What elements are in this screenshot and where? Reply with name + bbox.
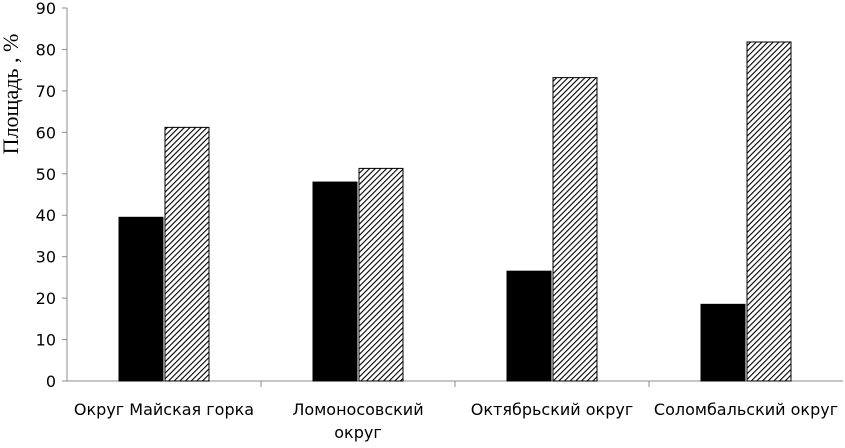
bar-hatched [552,77,598,382]
x-tick-label: округ [334,423,381,442]
y-tick-label: 70 [36,82,56,101]
x-tick-labels: Округ Майская горка Ломоносовский округ Окт… [74,400,838,442]
bar-hatched [358,167,404,382]
y-axis-label: Площадь , % [0,34,23,155]
y-tick-label: 20 [36,289,56,308]
y-tick-label: 30 [36,248,56,267]
y-tick-label: 60 [36,123,56,142]
x-tick-label: Ломоносовский [292,400,423,419]
bar-solid [118,216,164,382]
bar-hatched [164,126,210,382]
y-tick-label: 90 [36,0,56,18]
x-tick-label: Соломбальский округ [654,400,838,419]
x-category-separators [260,381,650,387]
x-tick-label: Октябрьский округ [471,400,633,419]
bar-solid [700,303,746,382]
bar-solid [312,181,358,382]
y-tick-label: 50 [36,165,56,184]
bar-hatched [746,41,792,382]
x-tick-label: Округ Майская горка [74,400,254,419]
bar-solid [506,270,552,382]
y-ticks: 0 10 20 30 40 50 60 70 80 90 [36,0,67,391]
y-tick-label: 80 [36,40,56,59]
y-tick-label: 40 [36,206,56,225]
y-tick-label: 0 [46,372,56,391]
bars [118,41,792,382]
y-tick-label: 10 [36,331,56,350]
